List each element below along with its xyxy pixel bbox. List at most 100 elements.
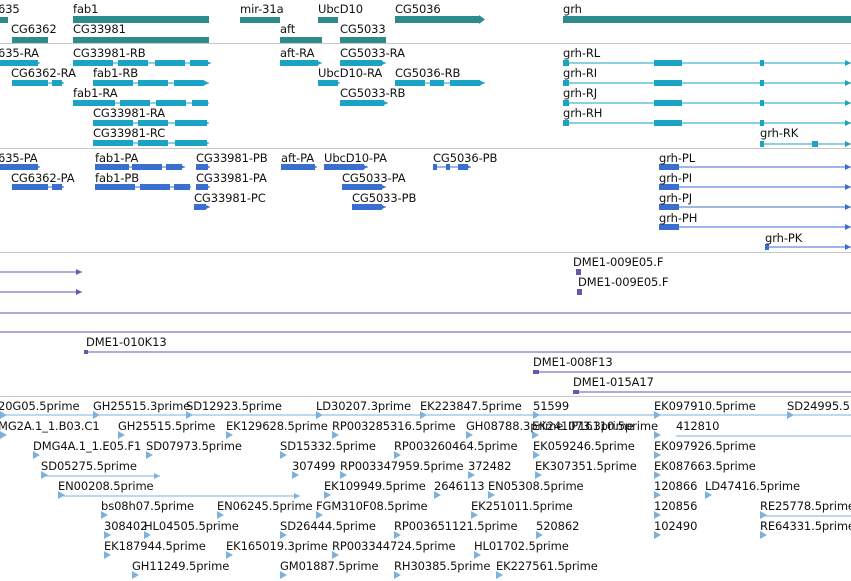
gene-label[interactable]: CG33981: [73, 22, 126, 36]
est-label[interactable]: RP003260464.5prime: [394, 439, 518, 453]
gene-label[interactable]: grh: [563, 2, 582, 16]
est-label[interactable]: LD30207.3prime: [316, 399, 411, 413]
est-label[interactable]: 51599: [533, 399, 570, 413]
est-label[interactable]: 307499: [292, 459, 336, 473]
est-label[interactable]: 20G05.5prime: [0, 399, 80, 413]
est-label[interactable]: SD12923.5prime: [186, 399, 282, 413]
transcript-label[interactable]: CG33981-RB: [73, 46, 146, 60]
transcript-label[interactable]: grh-RL: [563, 46, 601, 60]
est-label[interactable]: RP003651121.5prime: [394, 519, 518, 533]
clone-label[interactable]: DME1-015A17: [573, 375, 654, 389]
est-label[interactable]: 120866: [654, 479, 698, 493]
est-label[interactable]: HL01702.5prime: [474, 539, 569, 553]
est-label[interactable]: RE64331.5prime: [760, 519, 851, 533]
est-label[interactable]: EK087663.5prime: [654, 459, 756, 473]
protein-label[interactable]: CG6362-PA: [11, 171, 75, 185]
est-label[interactable]: bs08h07.5prime: [101, 499, 194, 513]
transcript-label[interactable]: CG33981-RA: [93, 106, 166, 120]
transcript-label[interactable]: aft-RA: [280, 46, 315, 60]
est-label[interactable]: SD05275.5prime: [41, 459, 137, 473]
est-label[interactable]: EK129628.5prime: [226, 419, 328, 433]
est-label[interactable]: EK059246.5prime: [533, 439, 635, 453]
transcript-label[interactable]: CG5033-RA: [340, 46, 405, 60]
est-label[interactable]: 102490: [654, 519, 698, 533]
est-label[interactable]: SD24995.5: [787, 399, 850, 413]
est-label[interactable]: SD15332.5prime: [280, 439, 376, 453]
clone-label[interactable]: DME1-010K13: [86, 335, 167, 349]
est-label[interactable]: RP003347959.5prime: [340, 459, 464, 473]
transcript-label[interactable]: grh-RH: [563, 106, 603, 120]
est-label[interactable]: EK227561.5prime: [496, 559, 598, 573]
transcript-label[interactable]: fab1-RA: [73, 86, 118, 100]
protein-label[interactable]: CG5033-PB: [352, 191, 417, 205]
est-label[interactable]: 372482: [468, 459, 512, 473]
est-label[interactable]: EK307351.5prime: [535, 459, 637, 473]
est-label[interactable]: EN05308.5prime: [488, 479, 584, 493]
transcript-label[interactable]: CG33981-RC: [93, 126, 166, 140]
est-label[interactable]: GM01887.5prime: [280, 559, 379, 573]
protein-label[interactable]: UbcD10-PA: [324, 151, 387, 165]
gene-label[interactable]: UbcD10: [318, 2, 363, 16]
protein-label[interactable]: CG33981-PB: [196, 151, 268, 165]
est-label[interactable]: HL04505.5prime: [144, 519, 239, 533]
est-label[interactable]: EK241073.3prime: [532, 419, 634, 433]
gene-label[interactable]: CG5036: [395, 2, 441, 16]
est-label[interactable]: SD26444.5prime: [280, 519, 376, 533]
est-label[interactable]: EK097910.5prime: [654, 399, 756, 413]
transcript-label[interactable]: 635-RA: [0, 46, 39, 60]
est-label[interactable]: EN06245.5prime: [217, 499, 313, 513]
protein-label[interactable]: aft-PA: [281, 151, 315, 165]
est-label[interactable]: EK097926.5prime: [654, 439, 756, 453]
transcript-label[interactable]: grh-RK: [760, 126, 799, 140]
protein-label[interactable]: fab1-PB: [95, 171, 139, 185]
gene-label[interactable]: CG6362: [11, 22, 57, 36]
est-label[interactable]: RE25778.5prime: [760, 499, 851, 513]
gene-label[interactable]: 635: [0, 2, 20, 16]
est-label[interactable]: RH30385.5prime: [394, 559, 491, 573]
transcript-label[interactable]: CG5036-RB: [395, 66, 461, 80]
est-label[interactable]: LD47416.5prime: [705, 479, 800, 493]
est-label[interactable]: EK251011.5prime: [471, 499, 573, 513]
est-label[interactable]: 412810: [676, 419, 720, 433]
est-label[interactable]: EK165019.3prime: [226, 539, 328, 553]
gene-label[interactable]: aft: [280, 22, 296, 36]
clone-label[interactable]: DME1-009E05.F: [573, 255, 664, 269]
clone-label[interactable]: DME1-008F13: [533, 355, 613, 369]
est-label[interactable]: EK187944.5prime: [104, 539, 206, 553]
transcript-label[interactable]: CG6362-RA: [11, 66, 76, 80]
gene-label[interactable]: CG5033: [340, 22, 386, 36]
est-label[interactable]: MG2A.1_1.B03.C1: [0, 419, 100, 433]
clone-label[interactable]: DME1-009E05.F: [578, 275, 669, 289]
est-label[interactable]: 520862: [536, 519, 580, 533]
est-label[interactable]: DMG4A.1_1.E05.F1: [33, 439, 142, 453]
est-label[interactable]: GH25515.5prime: [118, 419, 216, 433]
transcript-label[interactable]: fab1-RB: [93, 66, 139, 80]
transcript-label[interactable]: CG5033-RB: [340, 86, 406, 100]
est-label[interactable]: RP003344724.5prime: [332, 539, 456, 553]
protein-label[interactable]: grh-PL: [659, 151, 696, 165]
est-label[interactable]: GH08788.3prime: [466, 419, 564, 433]
est-label[interactable]: GH25515.3prime: [93, 399, 191, 413]
est-label[interactable]: EK109949.5prime: [324, 479, 426, 493]
est-label[interactable]: SD07973.5prime: [146, 439, 242, 453]
gene-label[interactable]: mir-31a: [240, 2, 284, 16]
protein-label[interactable]: CG5033-PA: [342, 171, 406, 185]
gene-label[interactable]: fab1: [73, 2, 99, 16]
transcript-label[interactable]: grh-RI: [563, 66, 598, 80]
est-label[interactable]: RP003285316.5prime: [332, 419, 456, 433]
est-label[interactable]: IP16110.5prime: [568, 419, 658, 433]
protein-label[interactable]: fab1-PA: [95, 151, 139, 165]
est-label[interactable]: FGM310F08.5prime: [316, 499, 428, 513]
transcript-label[interactable]: grh-RJ: [563, 86, 598, 100]
transcript-label[interactable]: UbcD10-RA: [318, 66, 383, 80]
protein-label[interactable]: grh-PK: [765, 231, 803, 245]
protein-label[interactable]: grh-PH: [659, 211, 698, 225]
est-label[interactable]: EK223847.5prime: [420, 399, 522, 413]
protein-label[interactable]: grh-PI: [659, 171, 692, 185]
est-label[interactable]: 308402: [104, 519, 148, 533]
protein-label[interactable]: CG33981-PA: [196, 171, 267, 185]
protein-label[interactable]: CG33981-PC: [194, 191, 266, 205]
est-label[interactable]: 2646113: [434, 479, 485, 493]
est-label[interactable]: GH11249.5prime: [132, 559, 230, 573]
